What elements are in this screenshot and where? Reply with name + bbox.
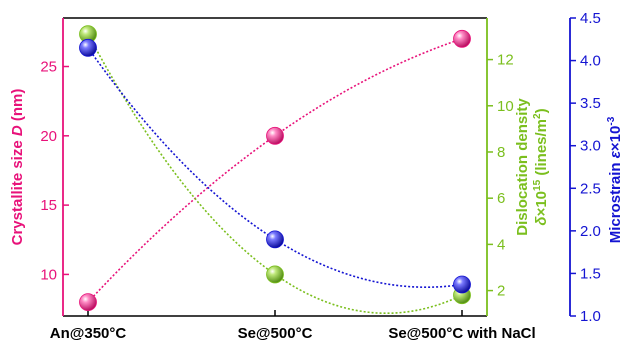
right-axis-density: 2 4 6 8 10 12 — [487, 52, 514, 300]
density-tick-label: 10 — [497, 98, 514, 115]
right-axis-strain-title: Microstrain ε×10-3 — [606, 116, 622, 243]
x-axis: An@350°C Se@500°C Se@500°C with NaCl — [50, 310, 536, 342]
microstrain-curve — [87, 47, 463, 288]
crystallite-size-curve — [87, 38, 463, 303]
left-tick-label: 10 — [40, 266, 57, 283]
right-axis-density-title: Dislocation density — [514, 98, 531, 236]
dislocation-density-point — [266, 265, 284, 284]
density-tick-label: 2 — [497, 283, 505, 300]
x-category-label: Se@500°C — [238, 325, 313, 342]
series-markers — [79, 25, 471, 312]
crystallite-size-point — [453, 29, 471, 48]
microstrain-point — [453, 275, 471, 294]
strain-tick-label: 3.5 — [580, 95, 601, 112]
left-axis-title: Crystallite size D (nm) — [9, 89, 26, 246]
strain-tick-label: 3.0 — [580, 138, 601, 155]
right-axis-strain: 1.0 1.5 2.0 2.5 3.0 3.5 4.0 4.5 — [570, 10, 601, 325]
density-tick-label: 8 — [497, 144, 505, 161]
density-tick-label: 12 — [497, 52, 514, 69]
left-tick-label: 15 — [40, 197, 57, 214]
strain-tick-label: 2.5 — [580, 180, 601, 197]
density-tick-label: 6 — [497, 190, 505, 207]
right-axis-density-title-line2: δ×1015 (lines/m2) — [532, 108, 550, 225]
strain-tick-label: 1.5 — [580, 265, 601, 282]
strain-tick-label: 4.0 — [580, 53, 601, 70]
left-tick-label: 25 — [40, 59, 57, 76]
x-category-label: An@350°C — [50, 325, 127, 342]
left-axis: 10 15 20 25 — [40, 59, 69, 283]
strain-tick-label: 1.0 — [580, 308, 601, 325]
strain-tick-label: 2.0 — [580, 223, 601, 240]
crystallite-size-point — [79, 293, 97, 312]
microstrain-point — [79, 38, 97, 57]
microstrain-point — [266, 230, 284, 249]
x-category-label: Se@500°C with NaCl — [388, 325, 535, 342]
density-tick-label: 4 — [497, 236, 505, 253]
crystallite-size-point — [266, 126, 284, 145]
left-tick-label: 20 — [40, 128, 57, 145]
strain-tick-label: 4.5 — [580, 10, 601, 27]
